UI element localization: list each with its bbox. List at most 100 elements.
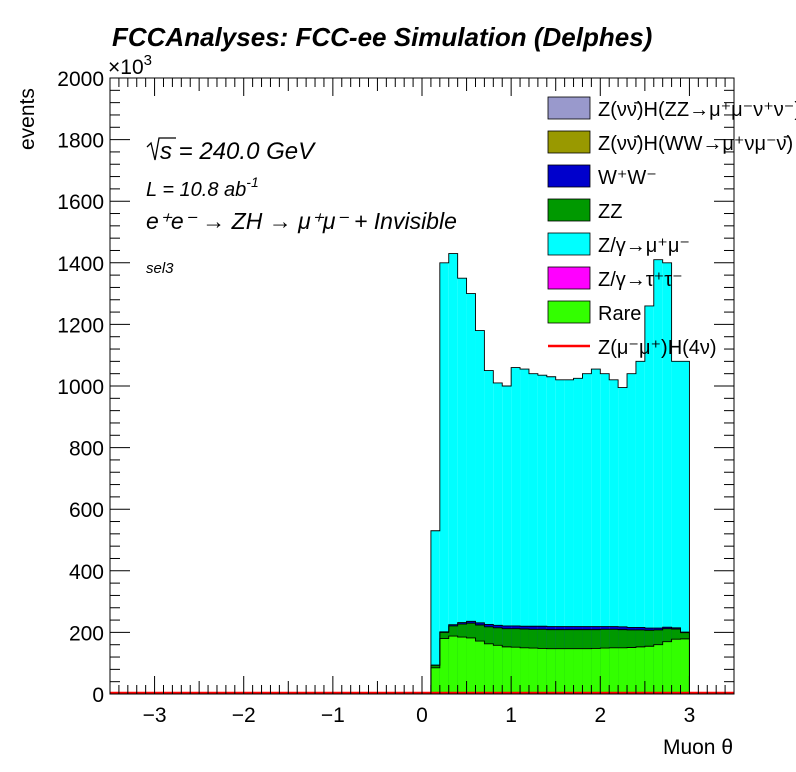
bar-Z-7 <box>493 382 503 694</box>
bar-Z-15 <box>564 379 574 694</box>
y-tick-label: 0 <box>92 684 104 707</box>
bar-Rare-23 <box>635 646 645 694</box>
bar-Z-0 <box>430 530 440 694</box>
bar-Rare-14 <box>555 648 565 694</box>
x-tick-label: 1 <box>505 704 517 727</box>
bar-Rare-3 <box>457 637 467 694</box>
sqrt-s-annotation: s = 240.0 GeV <box>146 137 316 165</box>
luminosity-annotation: L = 10.8 ab-1 <box>146 174 259 201</box>
bar-Rare-18 <box>591 648 601 694</box>
bar-Rare-0 <box>430 667 440 694</box>
bar-Z-22 <box>627 373 636 694</box>
bar-Rare-8 <box>502 646 512 694</box>
legend-swatch <box>547 198 591 222</box>
stacked-bars <box>430 253 690 694</box>
bar-Z-17 <box>582 373 592 694</box>
bar-Z-14 <box>555 379 565 694</box>
bar-Rare-28 <box>680 638 690 694</box>
y-tick-label: 2000 <box>57 68 104 91</box>
legend-entry: W⁺W⁻ <box>598 167 657 189</box>
selection-annotation: sel3 <box>146 260 174 277</box>
bar-Rare-7 <box>493 645 503 694</box>
y-tick-label: 1200 <box>57 314 104 337</box>
y-axis: 0 200 400 600 800 1000 1200 1400 1600 1800 2000 <box>57 68 734 707</box>
bar-Rare-21 <box>618 647 628 694</box>
bar-Rare-17 <box>582 648 592 694</box>
y-tick-label: 800 <box>69 438 104 461</box>
bar-Z-12 <box>537 375 547 694</box>
bar-Z-18 <box>591 369 601 694</box>
y-tick-label: 1400 <box>57 253 104 276</box>
bar-Rare-19 <box>600 648 610 694</box>
process-annotation: e⁺e⁻ → ZH → μ⁺μ⁻ + Invisible <box>146 208 457 234</box>
y-multiplier: ×103 <box>108 52 152 79</box>
y-axis-label: events <box>16 88 39 150</box>
bar-Rare-27 <box>671 639 681 694</box>
bar-Z-26 <box>662 262 672 694</box>
bar-Z-27 <box>671 361 681 694</box>
outline-Rare <box>430 635 690 694</box>
y-tick-label: 400 <box>69 561 104 584</box>
bar-Rare-15 <box>564 648 574 694</box>
outline-Z <box>430 253 690 694</box>
bar-Rare-2 <box>448 636 458 694</box>
y-tick-label: 1000 <box>57 376 104 399</box>
bar-Z-4 <box>466 293 476 694</box>
bar-Rare-22 <box>627 647 636 694</box>
bar-Z-21 <box>618 387 628 694</box>
legend-entry: Rare <box>598 303 641 325</box>
bar-Rare-5 <box>475 641 485 694</box>
legend-entry: Z/γ→τ⁺τ⁻ <box>598 269 683 291</box>
x-axis: −3 −2 −1 0 1 2 3 <box>109 78 735 727</box>
bar-Rare-10 <box>520 647 529 694</box>
bar-Rare-1 <box>439 638 449 694</box>
legend-swatch <box>547 232 591 256</box>
bar-Z-23 <box>635 361 645 694</box>
bar-Rare-9 <box>511 647 521 694</box>
y-tick-label: 600 <box>69 499 104 522</box>
legend-entry: Z(μ⁻μ⁺)H(4ν) <box>598 337 717 359</box>
bar-Z-2 <box>448 253 458 694</box>
y-tick-label: 1800 <box>57 130 104 153</box>
bar-Rare-26 <box>662 641 672 694</box>
legend-entry: Z/γ→μ⁺μ⁻ <box>598 235 690 257</box>
bar-Z-25 <box>653 259 663 694</box>
bar-Rare-6 <box>484 643 494 694</box>
x-tick-label: −1 <box>321 704 345 727</box>
bar-Z-6 <box>484 370 494 694</box>
bar-Z-28 <box>680 361 690 694</box>
x-tick-label: 3 <box>684 704 696 727</box>
legend-swatch <box>547 96 591 120</box>
bar-Rare-24 <box>644 646 654 694</box>
bar-Rare-4 <box>466 637 476 694</box>
legend-swatch <box>547 300 591 324</box>
bar-Rare-11 <box>528 648 538 694</box>
bar-Rare-20 <box>609 647 619 694</box>
bar-Z-19 <box>600 373 610 694</box>
bar-Z-5 <box>475 330 485 694</box>
bar-Z-16 <box>573 378 583 694</box>
chart-title: FCCAnalyses: FCC-ee Simulation (Delphes) <box>112 22 652 52</box>
legend-swatch <box>547 130 591 154</box>
y-tick-label: 1600 <box>57 191 104 214</box>
bar-Rare-16 <box>573 648 583 694</box>
legend-swatch <box>547 164 591 188</box>
bar-Rare-25 <box>653 644 663 694</box>
y-tick-label: 200 <box>69 622 104 645</box>
bar-Rare-12 <box>537 648 547 694</box>
bar-Z-9 <box>511 367 521 694</box>
legend-entry: Z(νν̄)H(WW→μ⁺νμ⁻ν̄) <box>598 133 793 155</box>
legend-swatch <box>547 266 591 290</box>
bar-Z-11 <box>528 373 538 694</box>
outline-ZZ <box>430 622 690 694</box>
bar-Z-24 <box>644 305 654 694</box>
bar-Z-8 <box>502 386 512 694</box>
bar-Z-3 <box>457 278 467 694</box>
bar-Z-10 <box>520 369 529 694</box>
x-tick-label: −3 <box>143 704 167 727</box>
x-axis-label: Muon θ <box>663 736 733 759</box>
bar-Z-20 <box>609 379 619 694</box>
x-tick-label: −2 <box>232 704 256 727</box>
bar-Z-13 <box>546 376 556 694</box>
